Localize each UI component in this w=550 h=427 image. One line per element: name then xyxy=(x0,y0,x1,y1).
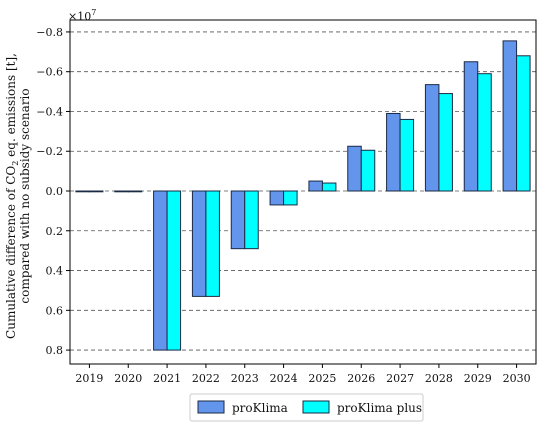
bar-proklima-2028 xyxy=(424,84,440,192)
x-tick-label: 2023 xyxy=(231,372,259,385)
x-tick-label: 2022 xyxy=(192,372,220,385)
bar-proklima-2020 xyxy=(114,190,129,193)
bar-proklima-2030 xyxy=(502,40,518,192)
bar-proklima-2025 xyxy=(308,180,323,192)
y-tick-label: −0.8 xyxy=(36,26,63,39)
y-axis-label-line2: compared with no subsidy scenario xyxy=(18,88,32,303)
bar-proklima-2021 xyxy=(153,190,168,351)
x-tick-label: 2020 xyxy=(114,372,142,385)
y-tick-label: 0.6 xyxy=(46,304,64,317)
x-tick-label: 2028 xyxy=(425,372,453,385)
bar-proklima-plus-2020 xyxy=(127,190,143,193)
bar-proklima-plus-2019 xyxy=(88,190,104,193)
bar-proklima-2024 xyxy=(269,190,285,206)
bar-proklima-plus-2022 xyxy=(205,190,220,297)
y-tick-label: −0.2 xyxy=(36,145,63,158)
legend-label-proklima-plus: proKlima plus xyxy=(337,401,422,415)
bar-proklima-2027 xyxy=(386,112,401,192)
x-tick-label: 2029 xyxy=(464,372,492,385)
y-tick-label: 0.2 xyxy=(46,225,64,238)
y-axis-label-line1: Cumulative difference of CO2 eq. emissio… xyxy=(4,53,20,339)
bar-proklima-plus-2025 xyxy=(321,182,337,192)
y-tick-label: 0.8 xyxy=(46,344,64,357)
bar-proklima-plus-2029 xyxy=(477,73,492,192)
bars xyxy=(75,40,531,351)
bar-proklima-plus-2024 xyxy=(283,190,298,206)
y-tick-label: −0.4 xyxy=(36,105,63,118)
bar-proklima-plus-2030 xyxy=(516,55,531,192)
y-tick-label: −0.6 xyxy=(36,66,63,79)
y-tick-label: 0.4 xyxy=(46,265,64,278)
legend-label-proklima: proKlima xyxy=(232,401,288,415)
plot-frame xyxy=(69,19,537,365)
legend-swatch-proklima xyxy=(197,400,225,414)
x-tick-label: 2027 xyxy=(386,372,414,385)
bar-proklima-2029 xyxy=(463,61,479,192)
x-tick-label: 2019 xyxy=(75,372,103,385)
bar-proklima-plus-2028 xyxy=(438,93,453,192)
bar-proklima-plus-2027 xyxy=(399,118,415,192)
legend: proKlima proKlima plus xyxy=(189,393,424,422)
x-tick-label: 2025 xyxy=(308,372,336,385)
axes: −0.8 −0.6 −0.4 −0.2 0.0 0.2 0.4 0.6 0.8 2019 2020 2… xyxy=(36,19,537,385)
bar-proklima-plus-2026 xyxy=(360,149,376,192)
x-tick-label: 2026 xyxy=(347,372,375,385)
x-tick-label: 2021 xyxy=(153,372,181,385)
bar-proklima-2023 xyxy=(230,190,246,250)
bar-proklima-2019 xyxy=(75,190,90,193)
x-tick-label: 2024 xyxy=(270,372,298,385)
y-tick-label: 0.0 xyxy=(46,185,64,198)
x-tick-label: 2030 xyxy=(503,372,531,385)
axis-multiplier: ×107 xyxy=(68,8,96,23)
legend-swatch-proklima-plus xyxy=(302,400,330,414)
bar-proklima-plus-2023 xyxy=(244,190,259,250)
bar-proklima-2026 xyxy=(347,145,362,192)
grid-lines xyxy=(70,31,536,351)
bar-proklima-plus-2021 xyxy=(166,190,182,351)
bar-proklima-2022 xyxy=(191,190,207,297)
